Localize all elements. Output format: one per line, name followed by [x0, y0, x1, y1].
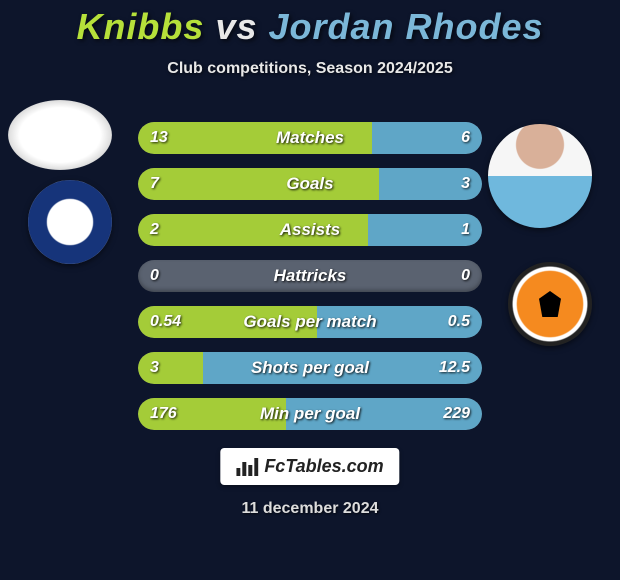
stat-row: 21Assists: [138, 214, 482, 246]
stat-label: Hattricks: [138, 266, 482, 286]
player2-club-badge: [508, 262, 592, 346]
logo-text: FcTables.com: [264, 456, 383, 477]
player1-avatar: [8, 100, 112, 170]
comparison-title: Knibbs vs Jordan Rhodes: [0, 0, 620, 48]
stat-label: Min per goal: [138, 404, 482, 424]
stat-row: 136Matches: [138, 122, 482, 154]
stat-row: 73Goals: [138, 168, 482, 200]
snapshot-date: 11 december 2024: [0, 500, 620, 518]
stat-row: 176229Min per goal: [138, 398, 482, 430]
stats-bars-container: 136Matches 73Goals 21Assists 00Hattricks 0.5…: [138, 122, 482, 444]
player2-avatar: [488, 124, 592, 228]
season-subtitle: Club competitions, Season 2024/2025: [0, 60, 620, 78]
stat-label: Shots per goal: [138, 358, 482, 378]
stat-row: 0.540.5Goals per match: [138, 306, 482, 338]
stat-label: Matches: [138, 128, 482, 148]
stat-label: Goals per match: [138, 312, 482, 332]
stat-row: 00Hattricks: [138, 260, 482, 292]
player1-club-badge: [28, 180, 112, 264]
vs-separator: vs: [215, 6, 257, 47]
bar-chart-icon: [236, 458, 258, 476]
stat-label: Assists: [138, 220, 482, 240]
player1-name: Knibbs: [76, 6, 204, 47]
stat-label: Goals: [138, 174, 482, 194]
player2-name: Jordan Rhodes: [269, 6, 544, 47]
fctables-logo[interactable]: FcTables.com: [220, 448, 399, 485]
stat-row: 312.5Shots per goal: [138, 352, 482, 384]
